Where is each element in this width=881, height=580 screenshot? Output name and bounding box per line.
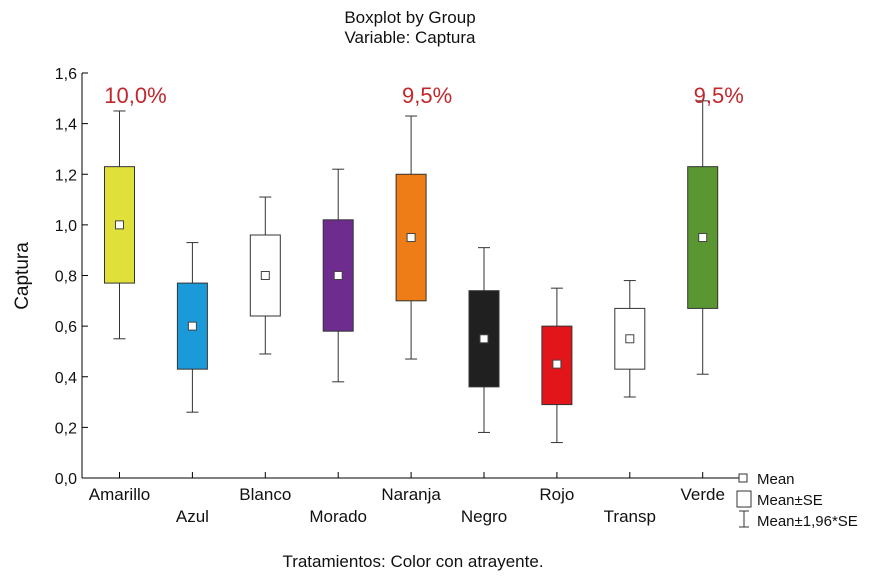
legend-mean-marker — [738, 473, 748, 483]
chart-marks — [104, 100, 719, 444]
box-group — [176, 242, 208, 413]
percent-annotation: 10,0% — [104, 83, 166, 108]
legend-se-box — [736, 490, 752, 508]
legend: Mean Mean±SE Mean±1,96*SE — [736, 471, 858, 530]
se-box — [541, 325, 573, 406]
mean-marker — [625, 334, 635, 344]
x-axis-label: Tratamientos: Color con atrayente. — [282, 552, 543, 571]
x-tick-label: Rojo — [539, 485, 574, 504]
x-tick-label: Blanco — [239, 485, 291, 504]
y-tick-label: 0,6 — [55, 319, 77, 336]
box-group — [468, 247, 500, 433]
box-group — [614, 280, 646, 398]
chart-subtitle: Variable: Captura — [344, 28, 476, 47]
box-group — [322, 168, 354, 383]
box-group — [687, 100, 719, 375]
y-tick-label: 1,2 — [55, 167, 77, 184]
mean-marker — [406, 233, 416, 243]
y-tick-label: 0,2 — [55, 420, 77, 437]
legend-mean-label: Mean — [757, 471, 795, 488]
mean-marker — [333, 271, 343, 280]
se-box — [104, 166, 135, 284]
x-tick-label: Verde — [680, 485, 724, 504]
box-group — [249, 196, 281, 355]
percent-annotation: 9,5% — [694, 83, 744, 108]
y-tick-label: 1,4 — [55, 117, 77, 134]
legend-se-label: Mean±SE — [757, 492, 823, 509]
x-tick-label: Amarillo — [89, 485, 150, 504]
chart-title: Boxplot by Group — [344, 8, 476, 27]
mean-marker — [479, 334, 489, 344]
y-tick-label: 1,6 — [55, 66, 77, 83]
y-axis-label: Captura — [12, 242, 33, 310]
mean-marker — [552, 359, 562, 369]
box-group — [395, 115, 427, 360]
box-group — [104, 110, 135, 340]
mean-marker — [260, 271, 270, 280]
y-tick-label: 0,4 — [55, 370, 77, 387]
axes: 0,0 0,2 0,4 0,6 0,8 1,0 1,2 1,4 1,6 Amarillo Azul B… — [55, 66, 740, 526]
x-tick-label: Transp — [604, 507, 656, 526]
y-tick-label: 0,0 — [55, 471, 77, 488]
x-tick-label: Negro — [461, 507, 507, 526]
x-tick-label: Morado — [309, 507, 367, 526]
mean-marker — [698, 233, 708, 243]
x-tick-label: Azul — [176, 507, 209, 526]
y-tick-label: 1,0 — [55, 218, 77, 235]
percent-annotation: 9,5% — [402, 83, 452, 108]
legend-ci-label: Mean±1,96*SE — [757, 513, 858, 530]
mean-marker — [115, 220, 124, 230]
box-group — [541, 287, 573, 444]
mean-marker — [187, 321, 197, 331]
annotations: 10,0% 9,5% 9,5% — [104, 83, 743, 108]
x-tick-label: Naranja — [381, 485, 441, 504]
y-tick-label: 0,8 — [55, 269, 77, 286]
